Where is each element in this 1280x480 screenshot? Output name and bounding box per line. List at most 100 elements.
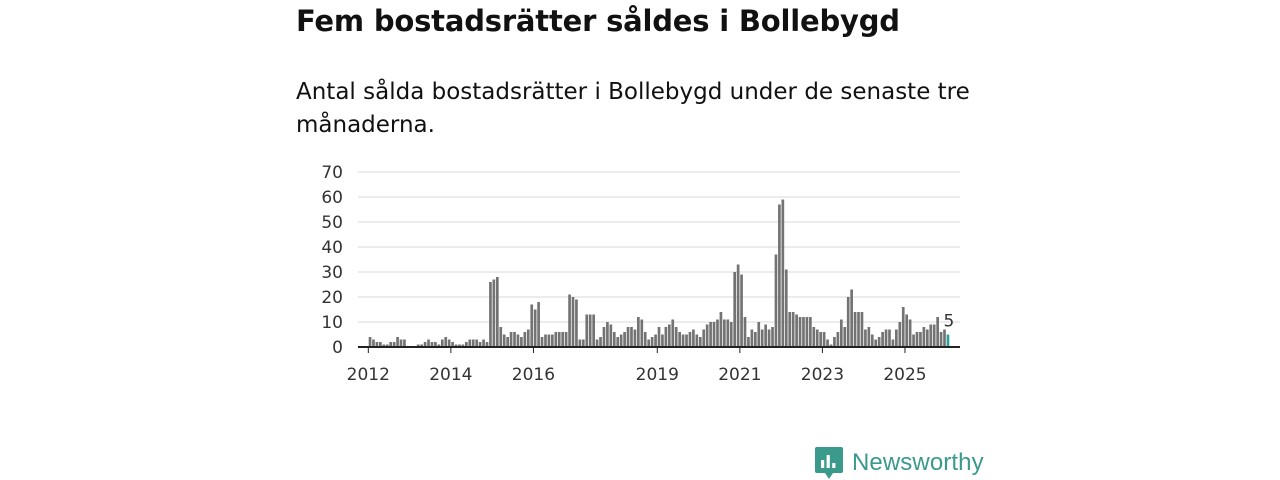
bar bbox=[403, 339, 406, 347]
bar bbox=[919, 332, 922, 347]
bar bbox=[375, 342, 379, 347]
bar bbox=[843, 327, 847, 347]
bar bbox=[667, 324, 671, 347]
bar bbox=[719, 312, 723, 347]
bar bbox=[396, 337, 399, 347]
bar bbox=[695, 334, 699, 347]
bar bbox=[551, 334, 554, 347]
bar bbox=[767, 329, 771, 347]
bar bbox=[416, 344, 420, 347]
bar bbox=[874, 339, 878, 347]
bar bbox=[571, 297, 575, 347]
x-tick-label: 2012 bbox=[347, 365, 390, 385]
bar bbox=[915, 332, 919, 347]
bar bbox=[568, 294, 571, 347]
bar bbox=[671, 319, 675, 347]
y-tick-label: 20 bbox=[321, 288, 343, 308]
bar bbox=[778, 204, 781, 347]
bar bbox=[888, 329, 891, 347]
bar bbox=[877, 337, 881, 347]
bar bbox=[798, 317, 802, 347]
bar bbox=[788, 312, 792, 347]
bar bbox=[805, 317, 809, 347]
bar bbox=[712, 322, 716, 347]
bar bbox=[898, 322, 902, 347]
bar bbox=[530, 304, 534, 347]
bar bbox=[819, 332, 823, 347]
y-tick-label: 0 bbox=[332, 338, 343, 358]
bar bbox=[860, 312, 864, 347]
y-tick-label: 50 bbox=[321, 213, 343, 233]
bar bbox=[606, 322, 609, 347]
bar bbox=[826, 339, 829, 347]
bar bbox=[513, 332, 516, 347]
bar bbox=[585, 314, 589, 347]
bar bbox=[516, 334, 520, 347]
bar bbox=[599, 337, 602, 347]
bar bbox=[740, 274, 743, 347]
bar bbox=[382, 344, 386, 347]
bar bbox=[846, 297, 850, 347]
bar bbox=[716, 319, 719, 347]
bar bbox=[702, 329, 706, 347]
bar bbox=[650, 337, 654, 347]
newsworthy-logo[interactable]: Newsworthy bbox=[814, 446, 984, 480]
bar bbox=[698, 337, 702, 347]
bar bbox=[444, 337, 448, 347]
bar bbox=[492, 279, 496, 347]
bar bbox=[822, 332, 826, 347]
y-tick-label: 10 bbox=[321, 313, 343, 333]
bar bbox=[784, 269, 788, 347]
bar bbox=[499, 327, 503, 347]
bar bbox=[537, 302, 540, 347]
latest-value-label: 5 bbox=[944, 312, 955, 332]
bar bbox=[750, 329, 754, 347]
bar bbox=[420, 344, 423, 347]
bar bbox=[595, 339, 599, 347]
bar bbox=[368, 337, 372, 347]
bar bbox=[475, 339, 479, 347]
bar bbox=[581, 339, 585, 347]
bar bbox=[705, 324, 709, 347]
bar bbox=[557, 332, 561, 347]
brand-name: Newsworthy bbox=[852, 449, 984, 476]
bar bbox=[619, 334, 623, 347]
bar bbox=[399, 339, 403, 347]
bar bbox=[489, 282, 492, 347]
bar bbox=[791, 312, 795, 347]
chart-title: Fem bostadsrätter såldes i Bollebygd bbox=[296, 4, 900, 38]
bar bbox=[509, 332, 513, 347]
bar bbox=[839, 319, 843, 347]
bar bbox=[630, 327, 633, 347]
bar bbox=[544, 334, 547, 347]
bar bbox=[434, 342, 437, 347]
bar bbox=[908, 319, 912, 347]
bar bbox=[588, 314, 592, 347]
bar bbox=[478, 342, 482, 347]
bar bbox=[723, 319, 726, 347]
bar bbox=[657, 327, 661, 347]
x-tick-label: 2014 bbox=[429, 365, 472, 385]
bar bbox=[612, 332, 616, 347]
bar bbox=[526, 329, 530, 347]
bar bbox=[850, 289, 853, 347]
bar bbox=[936, 317, 939, 347]
bar bbox=[757, 322, 761, 347]
x-tick-label: 2023 bbox=[801, 365, 844, 385]
bar bbox=[857, 312, 860, 347]
bar bbox=[637, 317, 640, 347]
bar bbox=[564, 332, 568, 347]
bar bbox=[540, 337, 544, 347]
chart-subtitle: Antal sålda bostadsrätter i Bollebygd un… bbox=[296, 79, 970, 138]
bar-latest bbox=[946, 334, 950, 347]
bar bbox=[423, 342, 427, 347]
bar bbox=[760, 329, 764, 347]
bar bbox=[623, 332, 626, 347]
bar bbox=[932, 324, 936, 347]
bar bbox=[575, 299, 578, 347]
bar bbox=[372, 339, 375, 347]
bar bbox=[709, 322, 712, 347]
y-tick-label: 40 bbox=[321, 238, 343, 258]
x-tick-label: 2025 bbox=[883, 365, 926, 385]
bar bbox=[454, 344, 458, 347]
